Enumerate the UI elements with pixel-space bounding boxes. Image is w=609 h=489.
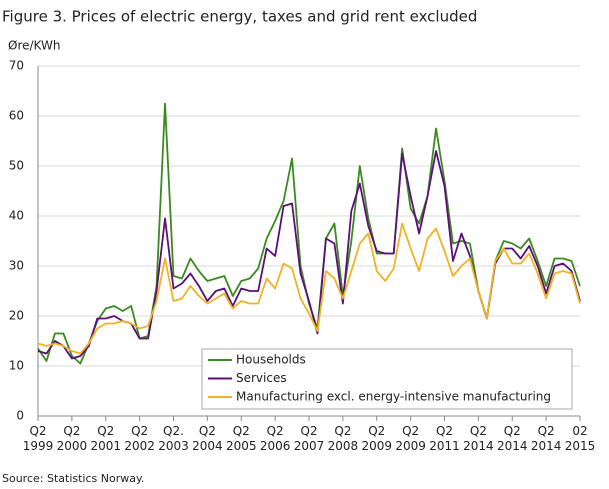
x-tick-label: Q2 2011 xyxy=(429,424,460,453)
x-tick-label: Q2 2001 xyxy=(90,424,122,453)
x-tick-label: Q2 2007 xyxy=(293,424,325,453)
x-tick-label: Q2 2004 xyxy=(192,424,223,453)
x-tick-label: Q2 2009 xyxy=(395,424,426,453)
source-note: Source: Statistics Norway. xyxy=(2,472,144,485)
y-tick-label: 40 xyxy=(9,209,24,223)
x-tick-label: Q2 2014 xyxy=(496,424,528,453)
x-tick-label: Q2. 2003 xyxy=(158,424,189,453)
x-tick-label: Q2 1999 xyxy=(22,424,54,453)
x-tick-label: Q2 2009 xyxy=(361,424,393,453)
y-tick-label: 20 xyxy=(9,309,24,323)
y-tick-label: 50 xyxy=(9,159,24,173)
legend-label: Services xyxy=(236,371,287,385)
x-tick-label: Q2 2002 xyxy=(124,424,155,453)
series-line xyxy=(37,102,581,365)
y-axis-label: Øre/KWh xyxy=(8,39,60,53)
series-line xyxy=(37,222,581,355)
x-tick-label: Q2 2005 xyxy=(225,424,257,453)
legend-label: Households xyxy=(236,353,306,367)
y-tick-label: 0 xyxy=(16,409,24,423)
y-tick-label: 70 xyxy=(9,59,24,73)
x-tick-label: Q2 2006 xyxy=(259,424,291,453)
legend-label: Manufacturing excl. energy-intensive man… xyxy=(236,390,551,404)
legend-box xyxy=(201,348,573,410)
x-tick-label: Q2 2014 xyxy=(463,424,494,453)
x-tick-label: 02 2015 xyxy=(564,424,596,453)
x-tick-label: Q2 2008 xyxy=(327,424,359,453)
x-tick-label: Q2 2014 xyxy=(530,424,562,453)
y-tick-label: 30 xyxy=(9,259,24,273)
x-tick-label: Q2 2000 xyxy=(56,424,88,453)
chart-title: Figure 3. Prices of electric energy, tax… xyxy=(2,8,477,26)
y-tick-label: 60 xyxy=(9,109,24,123)
y-tick-label: 10 xyxy=(9,359,24,373)
